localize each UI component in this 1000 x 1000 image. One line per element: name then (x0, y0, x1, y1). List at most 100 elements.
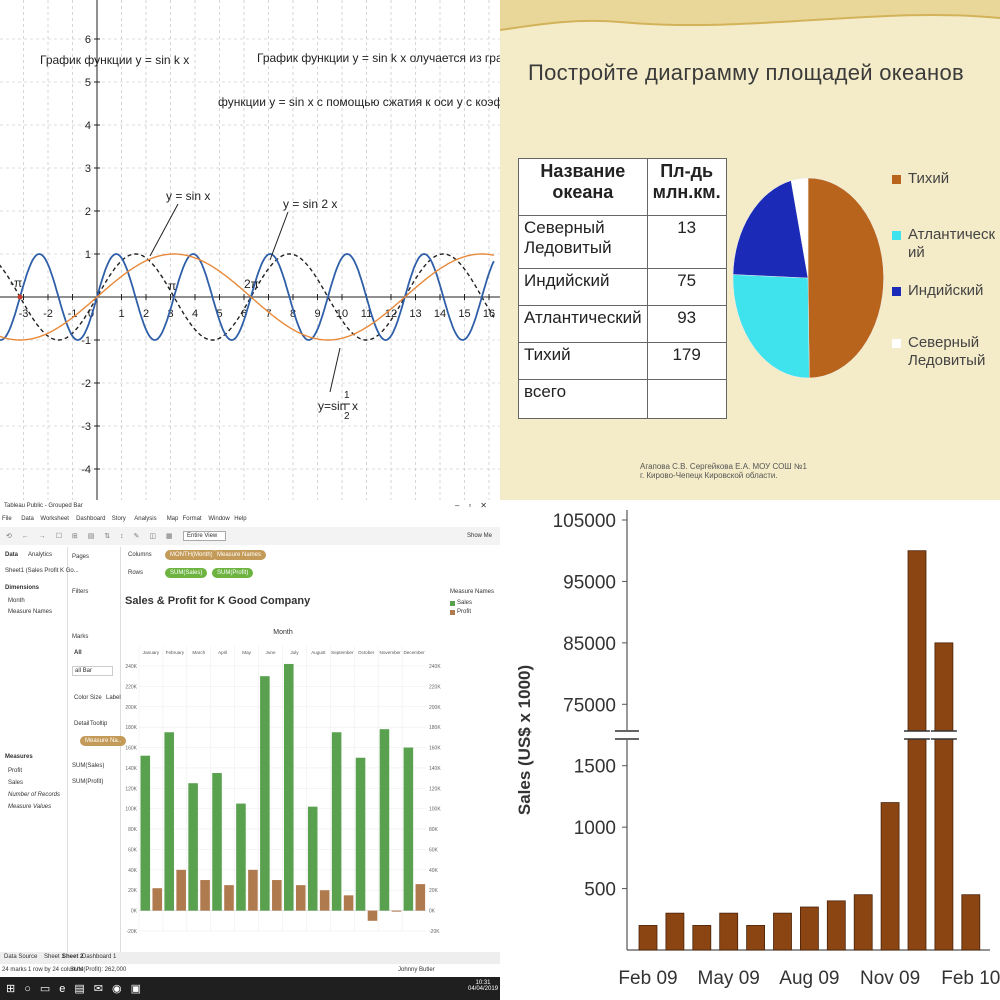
mark-type-select[interactable]: all Bar (72, 666, 114, 676)
month-label: July (290, 650, 299, 655)
mark-tooltip-button[interactable]: Tooltip (90, 721, 108, 727)
menu-item[interactable]: Worksheet (40, 516, 69, 522)
menu-item[interactable]: Help (234, 516, 247, 522)
tab-data-source[interactable]: Data Source (4, 954, 38, 960)
y-tick-label: 95000 (563, 572, 616, 593)
marks-sum-profit[interactable]: SUM(Profit) (72, 779, 104, 785)
sales-bar (212, 773, 222, 911)
slide-header-wave (500, 0, 1000, 31)
sales-bar (826, 900, 846, 951)
y-tick-label-right: 200K (429, 705, 441, 711)
show-me-button[interactable]: Show Me (467, 533, 493, 539)
dimension-month[interactable]: Month (8, 598, 25, 604)
sales-bar (907, 550, 927, 951)
taskbar-icons[interactable]: ⊞○▭e▤✉◉▣ (6, 983, 150, 995)
month-label: May (242, 650, 251, 655)
x-tick-label: 16 (483, 308, 495, 320)
slide-credit: Агапова С.В. Сергейкова Е.А. МОУ СОШ №1 … (640, 462, 807, 480)
pie-slice (790, 177, 809, 279)
marks-all[interactable]: All (74, 650, 82, 656)
taskbar-clock: 10:31 04/04/2019 (468, 980, 498, 992)
measure-values[interactable]: Measure Values (8, 804, 52, 810)
x-tick-label: 6 (241, 308, 247, 320)
graph-subtitle: функции y = sin x с помощью сжатия к оси… (218, 95, 500, 109)
month-label: April (218, 650, 227, 655)
pages-shelf[interactable]: Pages (72, 554, 90, 560)
menu-item[interactable]: Window (208, 516, 230, 522)
header-area: Пл-дь млн.км. (646, 158, 727, 216)
menu-item[interactable]: File (2, 516, 12, 522)
menu-item[interactable]: Map (166, 516, 179, 522)
legend-swatch (450, 610, 455, 615)
dimension-measure-names[interactable]: Measure Names (8, 609, 53, 615)
status-rows-cols: 1 row by 24 columns (28, 967, 84, 973)
menu-item[interactable]: Dashboard (76, 516, 106, 522)
x-tick-label: 2 (143, 308, 149, 320)
measure-names-legend: Measure Names Sales Profit (447, 586, 499, 626)
ocean-name: Индийский (518, 268, 648, 306)
menu-bar: File Data Worksheet Dashboard Story Analysis M… (0, 515, 500, 525)
mark-color-button[interactable]: Color (74, 695, 89, 701)
toolbar-icons[interactable]: ⟲ ← → ☐ ⊞ ▤ ⇅ ↕ ✎ ◫ ▦ ⌇ ☰ (6, 533, 207, 540)
measure-sales[interactable]: Sales (8, 780, 24, 786)
y-tick-label: 1000 (574, 818, 616, 839)
sales-bar (638, 925, 658, 951)
menu-item[interactable]: Analysis (134, 516, 157, 522)
mark-detail-button[interactable]: Detail (74, 721, 90, 727)
legend-label: Тихий (908, 170, 950, 187)
rows-pill-profit[interactable]: SUM(Profit) (212, 568, 254, 578)
window-controls[interactable]: –▫✕ (455, 501, 496, 510)
sales-bar (164, 732, 174, 911)
y-tick-label-right: 100K (429, 807, 441, 813)
data-source-name[interactable]: Sheet1 (Sales Profit K Go... (5, 568, 79, 574)
x-tick-label: 9 (314, 308, 320, 320)
y-tick-label: 5 (85, 77, 91, 89)
profit-bar (272, 880, 282, 911)
measure-names-pill[interactable]: Measure Na.. (80, 736, 127, 746)
tab-data[interactable]: Data (5, 552, 19, 558)
mark-label-button[interactable]: Label (106, 695, 121, 701)
arrow-sin-2x (269, 211, 289, 261)
user-name[interactable]: Johnny Butler (398, 967, 435, 973)
bar-break-gap (905, 731, 929, 739)
sales-bar (880, 802, 900, 951)
rows-pill-sales[interactable]: SUM(Sales) (165, 568, 208, 578)
header-name: Название океана (518, 158, 648, 216)
toolbar (0, 527, 500, 545)
ocean-name: Северный Ледовитый (518, 215, 648, 269)
legend-title: Measure Names (450, 589, 495, 595)
tab-sheet-1[interactable]: Sheet 1 (44, 954, 65, 960)
y-tick-label-right: 220K (429, 684, 441, 690)
x-tick-label: Feb 09 (618, 968, 677, 989)
ocean-area: 93 (646, 305, 727, 343)
columns-pill-measure-names[interactable]: Measure Names (212, 550, 267, 560)
x-tick-label: Aug 09 (779, 968, 839, 989)
legend-item-profit[interactable]: Profit (450, 609, 471, 615)
tab-analytics[interactable]: Analytics (28, 552, 53, 558)
menu-item[interactable]: Data (21, 516, 34, 522)
measure-number-of-records[interactable]: Number of Records (8, 792, 61, 798)
x-tick-label: 5 (216, 308, 222, 320)
month-label: June (266, 650, 276, 655)
marks-sum-sales[interactable]: SUM(Sales) (72, 763, 105, 769)
y-tick-label: 0K (131, 909, 138, 915)
y-tick-label: 200K (125, 705, 137, 711)
x-tick-label: -2 (43, 308, 53, 320)
mark-size-button[interactable]: Size (90, 695, 102, 701)
x-tick-label: Feb 10 (941, 968, 1000, 989)
y-tick-label: 40K (128, 868, 138, 874)
view-mode-select[interactable]: Entire View (183, 531, 227, 541)
measure-profit[interactable]: Profit (8, 768, 23, 774)
filters-shelf[interactable]: Filters (72, 589, 89, 595)
legend-item-sales[interactable]: Sales (450, 600, 472, 606)
clock-date: 04/04/2019 (468, 986, 499, 992)
y-tick-label-right: 160K (429, 746, 441, 752)
menu-item[interactable]: Story (111, 516, 126, 522)
menu-item[interactable]: Format (182, 516, 202, 522)
table-row: Атлантический 93 (518, 305, 727, 343)
columns-pill-month[interactable]: MONTH(Month) (165, 550, 218, 560)
ocean-area: 75 (646, 268, 727, 306)
x-tick-label: 14 (434, 308, 446, 320)
tab-sheet-2[interactable]: Sheet 2 (62, 954, 84, 960)
tab-dashboard-1[interactable]: Dashboard 1 (82, 954, 117, 960)
